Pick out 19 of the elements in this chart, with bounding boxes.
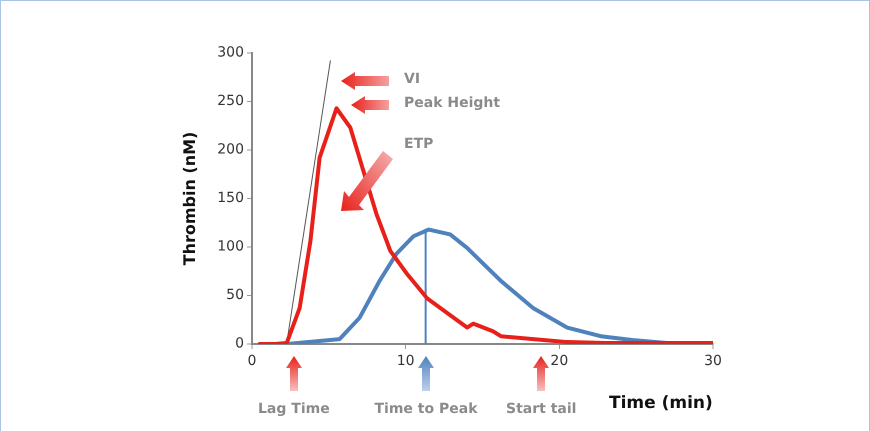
text: Lag Time <box>258 401 330 417</box>
annotation: VI <box>404 71 420 87</box>
y-tick-label: 150 <box>217 190 244 206</box>
y-tick-label: 100 <box>217 238 244 255</box>
y-tick-label: 0 <box>235 336 244 352</box>
text: Time to Peak <box>374 401 478 417</box>
x-tick-label: 30 <box>704 353 722 370</box>
y-tick-label: 50 <box>226 287 244 304</box>
x-tick-label: 20 <box>550 353 568 370</box>
x-axis-title: Time (min) <box>609 393 713 413</box>
y-tick-label: 200 <box>217 142 244 158</box>
y-tick-label: 250 <box>217 93 244 110</box>
annotation: ETP <box>404 136 434 152</box>
x-tick-label: 0 <box>248 353 256 370</box>
x-tick-label: 10 <box>396 353 415 370</box>
y-tick-label: 300 <box>217 44 244 61</box>
annotation: Peak Height <box>404 95 500 111</box>
y-axis-title: Thrombin (nM) <box>180 132 199 266</box>
text: Start tail <box>506 401 576 417</box>
